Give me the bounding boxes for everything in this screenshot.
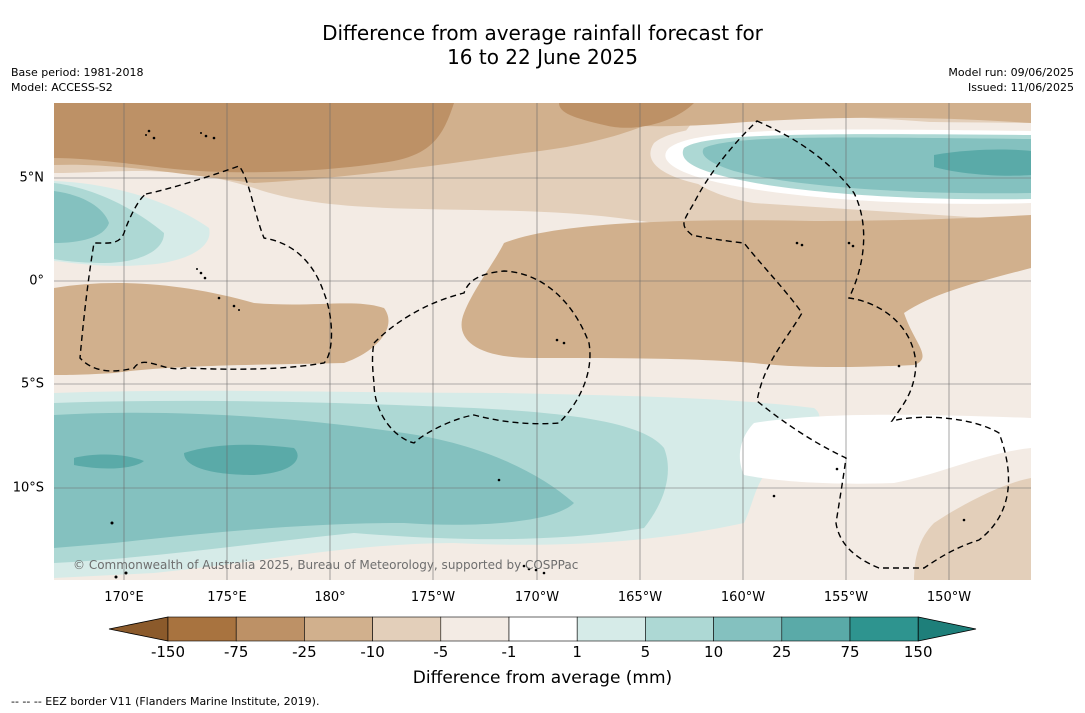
wet-region-south-strong — [54, 412, 574, 548]
wet-core-northeast — [934, 149, 1031, 176]
chart-title-line2: 16 to 22 June 2025 — [447, 45, 638, 69]
copyright-text: © Commonwealth of Australia 2025, Bureau… — [73, 558, 579, 572]
x-tick-label: 170°E — [104, 590, 144, 605]
x-tick-label: 150°W — [926, 590, 972, 605]
colorbar-tick-label: -1 — [501, 643, 517, 661]
eez-borders — [79, 120, 1010, 569]
colorbar-tick-label: 75 — [840, 643, 860, 661]
colorbar-extend-high — [917, 616, 977, 642]
colorbar-cell — [849, 616, 919, 642]
colorbar-tick-label: 25 — [772, 643, 792, 661]
issued-text: Issued: 11/06/2025 — [967, 81, 1074, 94]
y-tick-label: 10°S — [12, 480, 44, 496]
meta-right: Model run: 09/06/2025 Issued: 11/06/2025 — [948, 65, 1074, 95]
colorbar-title: Difference from average (mm) — [412, 668, 673, 688]
colorbar-cell — [372, 616, 442, 642]
colorbar-cell — [781, 616, 851, 642]
colorbar-tick-label: -150 — [150, 643, 186, 661]
colorbar-tick-label: -10 — [360, 643, 385, 661]
meta-left: Base period: 1981-2018 Model: ACCESS-S2 — [11, 65, 143, 95]
model-run-text: Model run: 09/06/2025 — [948, 66, 1074, 79]
colorbar-tick-label: 5 — [640, 643, 651, 661]
eez-footnote: -- -- -- EEZ border V11 (Flanders Marine… — [11, 695, 320, 708]
wet-core-west — [54, 191, 109, 243]
colorbar-tick-label: 10 — [704, 643, 724, 661]
colorbar-tick-label: -25 — [292, 643, 317, 661]
dry-region-north-strong — [54, 103, 454, 173]
dry-region-southeast — [914, 478, 1031, 580]
model-text: Model: ACCESS-S2 — [11, 81, 113, 94]
rainfall-anomaly-map — [54, 103, 1031, 580]
x-tick-label: 175°E — [207, 590, 247, 605]
colorbar-tick-label: 150 — [903, 643, 933, 661]
wet-core-south-1 — [184, 444, 298, 475]
dry-region-central-west — [54, 283, 389, 375]
x-tick-label: 170°W — [514, 590, 560, 605]
colorbar-cell — [167, 616, 237, 642]
x-tick-label: 180° — [314, 590, 346, 605]
base-period-text: Base period: 1981-2018 — [11, 66, 144, 79]
neutral-region-southeast — [739, 414, 1031, 484]
colorbar-tick-label: 1 — [572, 643, 582, 661]
islands — [110, 129, 966, 579]
map-gridlines — [54, 103, 1031, 580]
y-tick-label: 5°N — [19, 170, 45, 186]
colorbar-tick-label: -75 — [223, 643, 249, 661]
colorbar-cell — [713, 616, 783, 642]
x-tick-label: 155°W — [823, 590, 869, 605]
x-tick-label: 175°W — [410, 590, 456, 605]
chart-title-line1: Difference from average rainfall forecas… — [322, 21, 763, 45]
colorbar-cells — [108, 616, 977, 642]
dry-region-northeast-strong — [559, 103, 694, 128]
colorbar-cell — [235, 616, 305, 642]
dry-region-central — [461, 215, 1031, 368]
colorbar-cell — [576, 616, 646, 642]
colorbar-tick-label: -5 — [433, 643, 449, 661]
wet-core-south-2 — [74, 454, 144, 469]
colorbar-cell — [440, 616, 510, 642]
colorbar-cell — [645, 616, 714, 642]
y-tick-label: 5°S — [20, 376, 44, 392]
colorbar-cell — [508, 616, 578, 642]
x-tick-label: 160°W — [720, 590, 766, 605]
y-tick-label: 0° — [29, 273, 44, 289]
colorbar-extend-low — [108, 616, 169, 642]
x-tick-label: 165°W — [617, 590, 663, 605]
colorbar-cell — [304, 616, 373, 642]
